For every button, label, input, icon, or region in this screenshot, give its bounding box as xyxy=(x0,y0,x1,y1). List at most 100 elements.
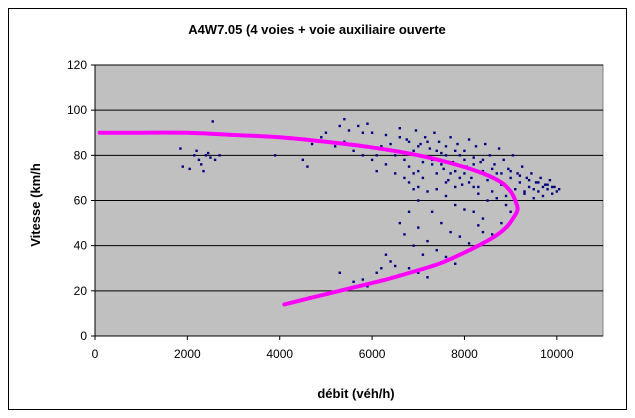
scatter-point xyxy=(380,267,383,270)
scatter-point xyxy=(488,154,492,157)
scatter-point xyxy=(440,151,443,155)
scatter-point xyxy=(518,174,522,177)
y-axis-title: Vitesse (km/h xyxy=(28,163,43,247)
x-ticks: 0 2000 4000 6000 8000 10000 xyxy=(92,65,603,361)
scatter-point xyxy=(493,163,496,166)
scatter-point xyxy=(393,154,397,157)
scatter-point xyxy=(440,221,443,225)
scatter-point xyxy=(495,197,498,200)
scatter-point xyxy=(384,163,388,166)
scatter-point xyxy=(444,154,448,157)
scatter-point xyxy=(338,124,341,128)
scatter-point xyxy=(440,163,443,166)
y-tick-label: 40 xyxy=(74,239,88,253)
scatter-point xyxy=(463,208,466,211)
scatter-point xyxy=(449,172,452,175)
scatter-point xyxy=(481,217,485,220)
scatter-point xyxy=(204,154,208,157)
scatter-point xyxy=(310,142,314,146)
scatter-point xyxy=(546,188,549,191)
scatter-point xyxy=(412,188,415,191)
scatter-point xyxy=(306,165,309,168)
scatter-point xyxy=(544,183,547,186)
scatter-point xyxy=(481,158,485,162)
scatter-point xyxy=(389,260,392,263)
scatter-point xyxy=(516,172,519,175)
scatter-point xyxy=(301,158,305,162)
scatter-point xyxy=(398,127,401,130)
scatter-point xyxy=(393,264,397,268)
scatter-point xyxy=(481,230,485,234)
scatter-point xyxy=(218,154,221,157)
scatter-point xyxy=(472,163,475,166)
scatter-point xyxy=(197,158,201,162)
scatter-point xyxy=(357,124,360,128)
scatter-point xyxy=(479,160,482,164)
scatter-point xyxy=(403,176,406,180)
scatter-point xyxy=(426,276,429,279)
scatter-point xyxy=(421,160,425,164)
scatter-point xyxy=(426,140,429,143)
scatter-point xyxy=(477,224,480,227)
scatter-point xyxy=(211,120,214,123)
scatter-point xyxy=(472,210,475,213)
scatter-point xyxy=(532,197,535,200)
scatter-point xyxy=(467,138,471,141)
scatter-point xyxy=(421,176,425,180)
scatter-point xyxy=(447,178,450,182)
x-tick-label: 8000 xyxy=(451,347,478,361)
scatter-point xyxy=(555,190,559,193)
scatter-point xyxy=(343,118,346,121)
scatter-point xyxy=(504,203,508,207)
scatter-point xyxy=(463,172,466,175)
scatter-point xyxy=(477,185,480,189)
scatter-point xyxy=(375,154,378,157)
scatter-point xyxy=(463,149,466,153)
scatter-point xyxy=(417,185,420,189)
scatter-point xyxy=(541,185,545,189)
scatter-point xyxy=(460,183,464,186)
scatter-point xyxy=(527,185,531,189)
scatter-point xyxy=(393,172,397,175)
scatter-point xyxy=(366,122,369,125)
scatter-point xyxy=(511,154,515,157)
scatter-point xyxy=(412,172,415,175)
scatter-point xyxy=(417,169,420,173)
scatter-point xyxy=(474,145,478,148)
x-tick-label: 4000 xyxy=(266,347,293,361)
scatter-point xyxy=(426,190,429,193)
scatter-point xyxy=(419,142,422,146)
scatter-point xyxy=(375,169,378,173)
scatter-point xyxy=(181,165,184,168)
scatter-point xyxy=(352,280,355,283)
scatter-point xyxy=(520,165,524,168)
scatter-point xyxy=(343,140,346,143)
scatter-point xyxy=(352,149,355,153)
y-tick-label: 20 xyxy=(74,284,88,298)
scatter-point xyxy=(366,285,369,288)
scatter-point xyxy=(456,142,459,146)
scatter-point xyxy=(398,136,401,139)
scatter-point xyxy=(407,210,411,213)
scatter-point xyxy=(504,194,508,198)
scatter-point xyxy=(407,140,411,143)
scatter-series xyxy=(179,118,561,288)
scatter-point xyxy=(338,271,341,274)
y-tick-label: 100 xyxy=(67,103,87,117)
scatter-point xyxy=(384,253,388,256)
scatter-point xyxy=(206,151,210,155)
scatter-point xyxy=(502,158,505,162)
scatter-point xyxy=(454,169,457,173)
scatter-point xyxy=(407,165,411,168)
scatter-point xyxy=(509,176,512,180)
scatter-point xyxy=(486,178,489,182)
scatter-point xyxy=(551,192,554,195)
scatter-point xyxy=(472,185,475,189)
scatter-point xyxy=(380,145,383,148)
scatter-point xyxy=(486,199,489,202)
scatter-point xyxy=(324,131,328,134)
scatter-point xyxy=(202,169,205,173)
scatter-point xyxy=(523,190,526,193)
y-tick-label: 80 xyxy=(74,148,88,162)
